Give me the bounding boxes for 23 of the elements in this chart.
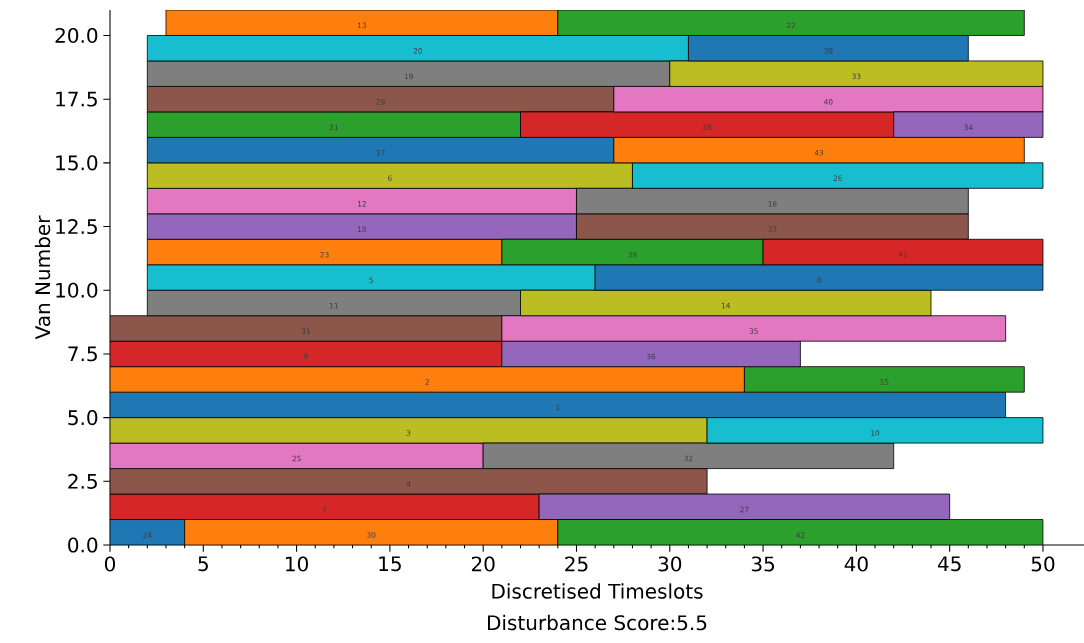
y-tick-label: 0.0 [68, 537, 98, 553]
x-tick-label: 45 [937, 556, 961, 572]
x-tick-label: 20 [471, 556, 495, 572]
y-tick-label: 15.0 [56, 155, 98, 171]
x-tick-label: 35 [751, 556, 775, 572]
y-tick-label: 5.0 [68, 410, 98, 426]
x-tick-label: 15 [379, 556, 401, 572]
x-tick-label: 5 [198, 556, 208, 572]
y-tick-label: 17.5 [56, 91, 97, 107]
y-tick-label: 2.5 [68, 473, 97, 489]
y-axis-title: Van Number [34, 215, 51, 340]
y-tick-label: 12.5 [56, 218, 97, 235]
y-tick-label: 20.0 [55, 27, 98, 44]
x-tick-label: 25 [565, 556, 588, 572]
y-tick-label: 7.5 [68, 346, 97, 362]
x-tick-label: 40 [844, 556, 868, 572]
x-tick-label: 50 [1031, 556, 1055, 572]
text: Disturbance Score:5.5 [487, 614, 707, 631]
x-axis-title: Discretised Timeslots [492, 583, 703, 599]
x-tick-label: 0 [104, 556, 116, 572]
x-tick-label: 10 [286, 556, 308, 572]
x-tick-label: 30 [658, 556, 682, 572]
y-tick-label: 10.0 [56, 282, 98, 298]
